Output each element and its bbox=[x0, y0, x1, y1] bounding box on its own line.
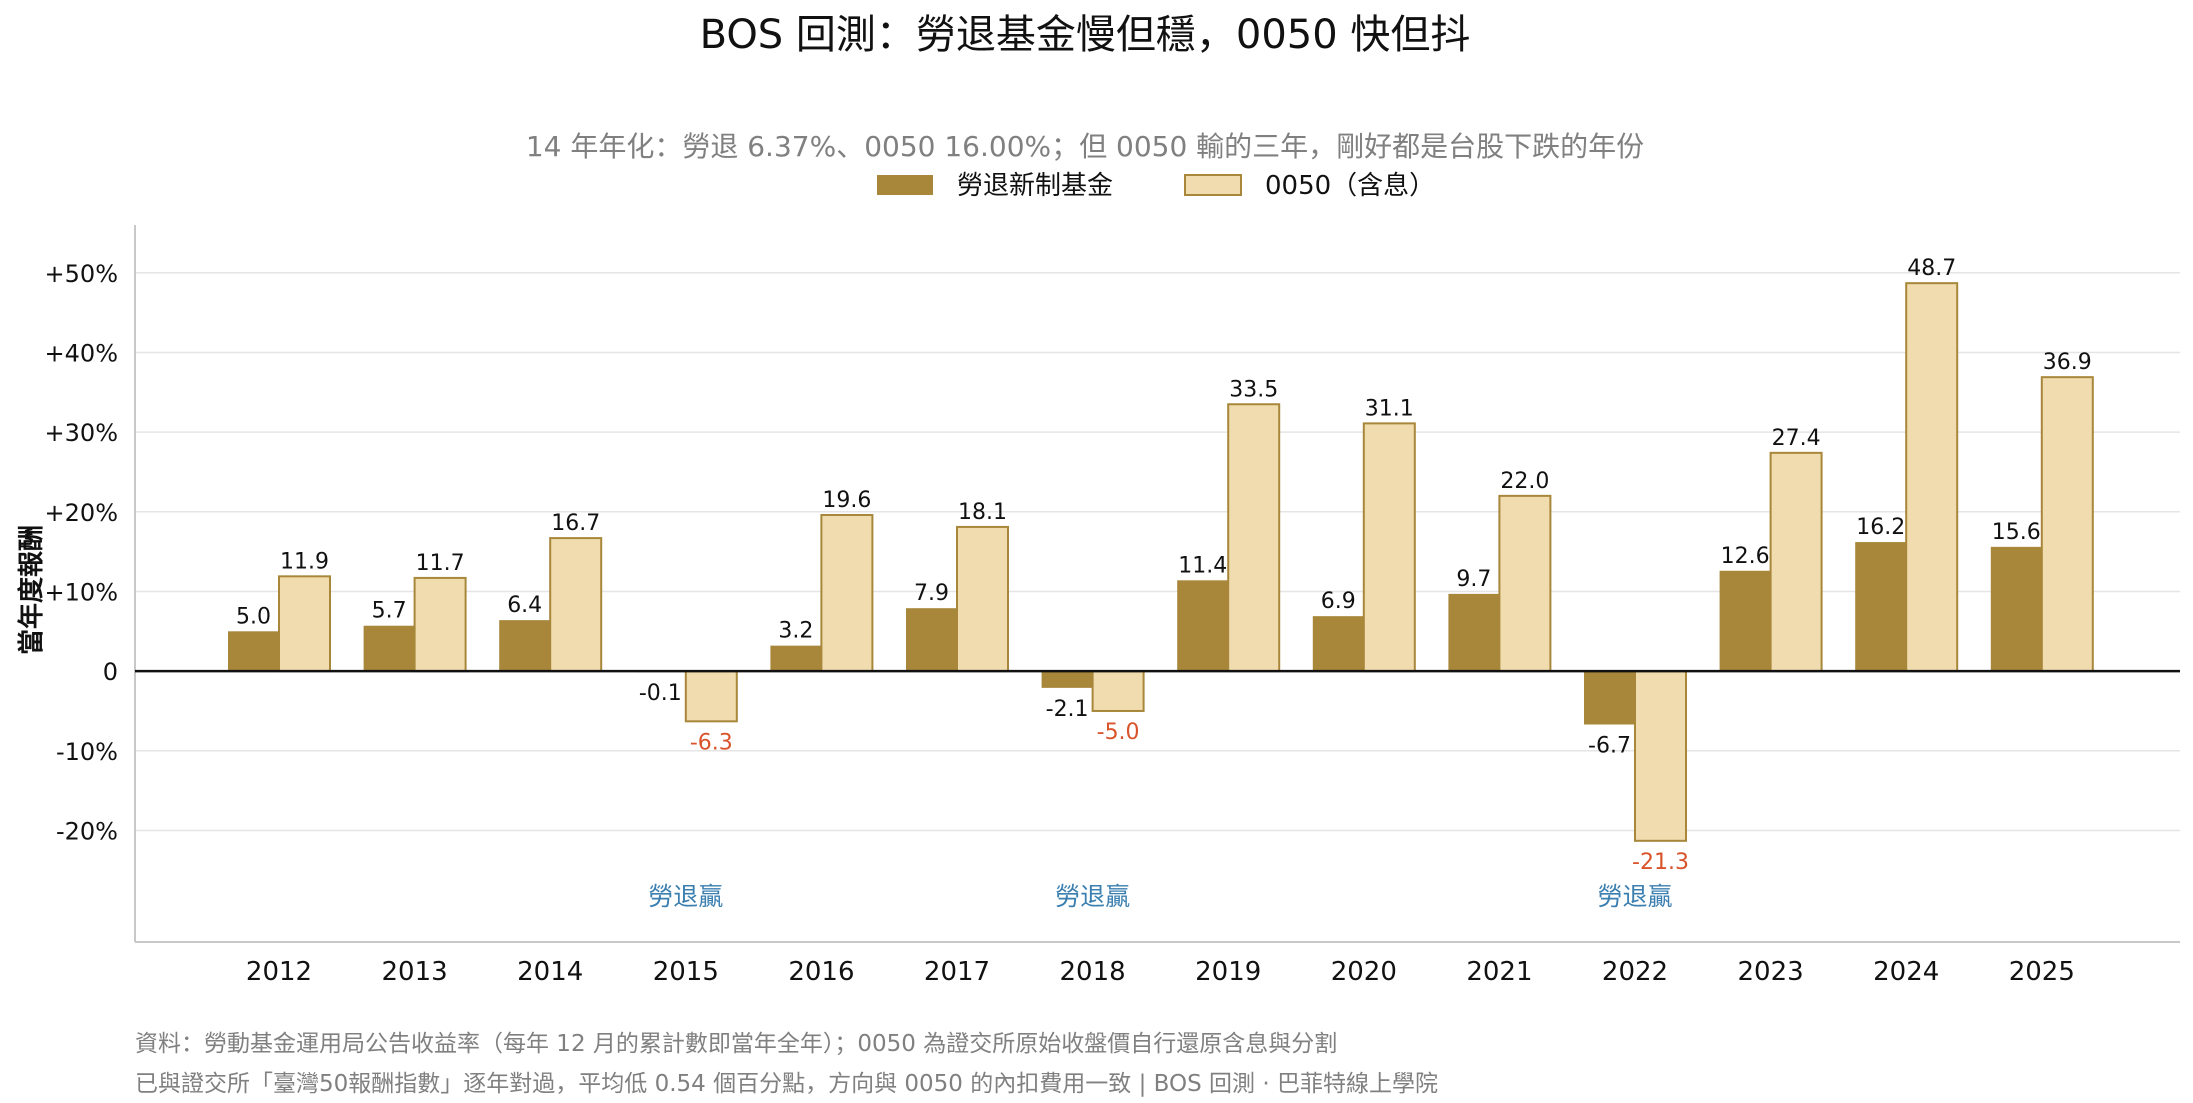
data-label-labor-pension: 9.7 bbox=[1456, 567, 1491, 592]
data-label-0050: 19.6 bbox=[822, 488, 871, 513]
data-label-0050: 22.0 bbox=[1500, 469, 1549, 494]
data-label-labor-pension: -0.1 bbox=[639, 681, 682, 706]
legend-item-0050-label: 0050（含息） bbox=[1265, 171, 1435, 201]
legend-item-0050-swatch bbox=[1184, 174, 1242, 196]
legend-item-labor-pension-label: 勞退新制基金 bbox=[957, 171, 1113, 201]
data-label-labor-pension: 6.9 bbox=[1321, 589, 1356, 614]
bar-labor-pension bbox=[499, 620, 551, 672]
annotation-labor-pension-wins: 勞退贏 bbox=[1055, 882, 1130, 911]
data-label-0050: 36.9 bbox=[2043, 350, 2092, 375]
x-tick-label: 2017 bbox=[924, 957, 990, 987]
bar-labor-pension bbox=[1312, 616, 1364, 672]
bar-0050 bbox=[956, 525, 1009, 673]
data-label-labor-pension: 6.4 bbox=[507, 593, 542, 618]
x-tick-label: 2025 bbox=[2009, 957, 2075, 987]
data-label-labor-pension: 5.7 bbox=[372, 599, 407, 624]
data-label-0050: 18.1 bbox=[958, 500, 1007, 525]
bar-0050 bbox=[2040, 376, 2094, 673]
data-label-0050: -6.3 bbox=[690, 730, 733, 755]
legend-item-labor-pension-swatch bbox=[877, 175, 933, 195]
bar-labor-pension bbox=[1584, 671, 1635, 725]
bar-0050 bbox=[684, 670, 738, 723]
bar-labor-pension bbox=[906, 608, 957, 672]
data-label-labor-pension: 7.9 bbox=[914, 581, 949, 606]
bar-0050 bbox=[1905, 282, 1959, 673]
bar-labor-pension bbox=[1041, 671, 1093, 688]
bar-0050 bbox=[549, 537, 603, 673]
x-tick-label: 2014 bbox=[517, 957, 583, 987]
bar-0050 bbox=[1227, 403, 1281, 673]
data-label-0050: 16.7 bbox=[551, 511, 600, 536]
data-label-labor-pension: 16.2 bbox=[1856, 515, 1905, 540]
data-label-labor-pension: 11.4 bbox=[1178, 553, 1227, 578]
data-label-0050: 11.7 bbox=[416, 551, 465, 576]
bar-labor-pension bbox=[228, 631, 279, 672]
data-label-labor-pension: -6.7 bbox=[1588, 734, 1631, 759]
y-tick-label: +10% bbox=[45, 578, 118, 606]
bar-labor-pension bbox=[1855, 542, 1907, 672]
x-tick-label: 2016 bbox=[788, 957, 854, 987]
data-label-0050: -21.3 bbox=[1632, 850, 1689, 875]
bar-0050 bbox=[278, 575, 331, 673]
y-tick-label: +30% bbox=[45, 419, 118, 447]
bar-0050 bbox=[413, 576, 467, 673]
data-label-0050: 27.4 bbox=[1772, 426, 1821, 451]
data-label-0050: 33.5 bbox=[1229, 377, 1278, 402]
data-label-0050: 11.9 bbox=[280, 549, 329, 574]
footer-validation-note: 已與證交所「臺灣50報酬指數」逐年對過，平均低 0.54 個百分點，方向與 00… bbox=[135, 1071, 1438, 1097]
data-label-labor-pension: 15.6 bbox=[1992, 520, 2041, 545]
x-tick-label: 2018 bbox=[1060, 957, 1126, 987]
x-tick-label: 2013 bbox=[382, 957, 448, 987]
y-axis-label: 當年度報酬 bbox=[16, 525, 47, 655]
data-label-0050: -5.0 bbox=[1097, 720, 1140, 745]
data-label-0050: 48.7 bbox=[1907, 256, 1956, 281]
x-tick-label: 2022 bbox=[1602, 957, 1668, 987]
data-label-labor-pension: 5.0 bbox=[236, 604, 271, 629]
x-tick-label: 2012 bbox=[246, 957, 312, 987]
bar-0050 bbox=[1769, 451, 1823, 673]
y-tick-label: 0 bbox=[103, 658, 118, 686]
x-tick-label: 2021 bbox=[1466, 957, 1532, 987]
bar-0050 bbox=[1634, 670, 1687, 842]
x-tick-label: 2020 bbox=[1331, 957, 1397, 987]
y-tick-label: -20% bbox=[56, 817, 118, 845]
footer-source-note: 資料：勞動基金運用局公告收益率（每年 12 月的累計數即當年全年）；0050 為… bbox=[135, 1031, 1338, 1057]
x-tick-label: 2019 bbox=[1195, 957, 1261, 987]
data-label-labor-pension: -2.1 bbox=[1046, 697, 1089, 722]
bar-0050 bbox=[1362, 422, 1416, 673]
bar-0050 bbox=[820, 513, 874, 673]
bar-labor-pension bbox=[363, 625, 415, 672]
bar-0050 bbox=[1498, 494, 1552, 673]
x-tick-label: 2023 bbox=[1738, 957, 1804, 987]
annotation-labor-pension-wins: 勞退贏 bbox=[648, 882, 723, 911]
bar-labor-pension bbox=[1177, 580, 1229, 672]
chart-title: BOS 回測：勞退基金慢但穩，0050 快但抖 bbox=[700, 12, 1471, 58]
bar-labor-pension bbox=[1448, 593, 1500, 672]
data-label-labor-pension: 3.2 bbox=[778, 619, 813, 644]
annotation-labor-pension-wins: 勞退贏 bbox=[1597, 882, 1672, 911]
data-label-0050: 31.1 bbox=[1365, 396, 1414, 421]
bar-labor-pension bbox=[770, 645, 822, 672]
chart-subtitle: 14 年年化：勞退 6.37%、0050 16.00%；但 0050 輸的三年，… bbox=[526, 130, 1644, 163]
data-label-labor-pension: 12.6 bbox=[1721, 544, 1770, 569]
y-tick-label: +20% bbox=[45, 499, 118, 527]
bar-0050 bbox=[1091, 670, 1145, 712]
bar-labor-pension bbox=[1990, 546, 2042, 672]
x-tick-label: 2024 bbox=[1873, 957, 1939, 987]
bar-labor-pension bbox=[1719, 570, 1771, 672]
y-tick-label: -10% bbox=[56, 738, 118, 766]
y-tick-label: +40% bbox=[45, 339, 118, 367]
x-tick-label: 2015 bbox=[653, 957, 719, 987]
y-tick-label: +50% bbox=[45, 260, 118, 288]
